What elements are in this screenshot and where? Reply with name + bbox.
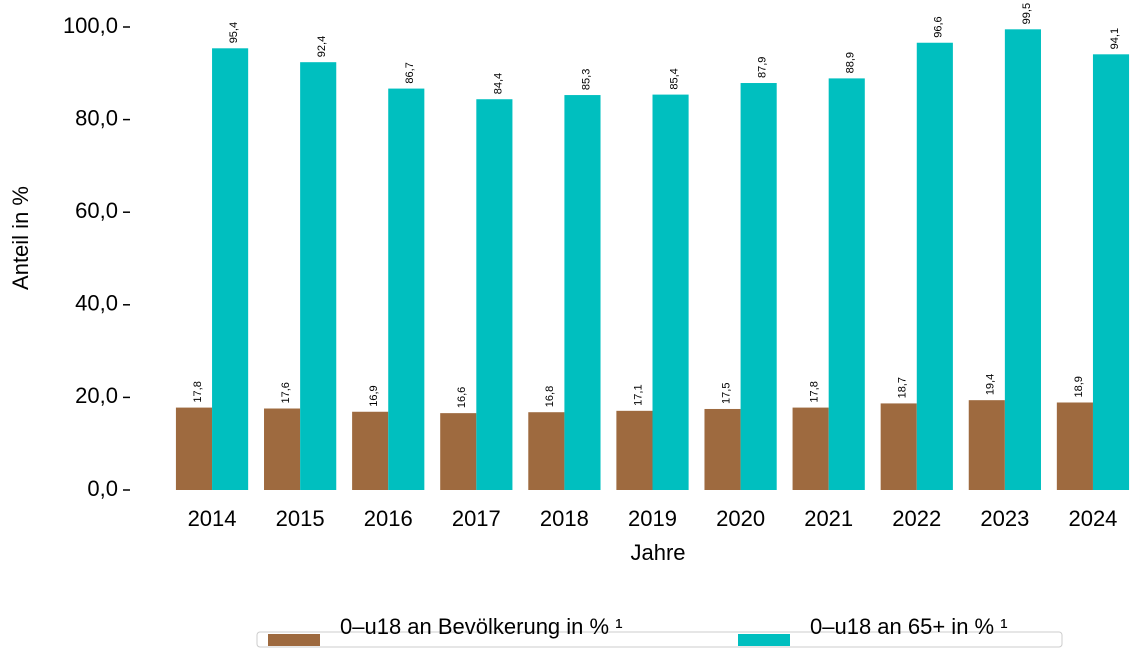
y-tick-label: 100,0: [63, 13, 118, 38]
value-label: 95,4: [228, 22, 240, 43]
value-label: 92,4: [316, 36, 328, 57]
x-tick-label: 2019: [628, 506, 677, 531]
value-label: 19,4: [985, 374, 997, 395]
value-label: 18,9: [1073, 376, 1085, 397]
value-label: 17,8: [192, 381, 204, 402]
x-tick-label: 2018: [540, 506, 589, 531]
x-tick-label: 2020: [716, 506, 765, 531]
bar: [968, 400, 1005, 490]
x-tick-label: 2014: [188, 506, 237, 531]
value-label: 17,6: [280, 382, 292, 403]
value-label: 16,8: [544, 386, 556, 407]
y-tick-label: 80,0: [75, 105, 118, 130]
legend-swatch: [268, 634, 320, 646]
value-label: 16,6: [456, 387, 468, 408]
legend-swatch: [738, 634, 790, 646]
value-label: 87,9: [757, 57, 769, 78]
value-label: 88,9: [845, 52, 857, 73]
x-tick-label: 2022: [892, 506, 941, 531]
y-tick-label: 40,0: [75, 291, 118, 316]
bar: [704, 408, 741, 490]
x-axis-label: Jahre: [630, 540, 685, 565]
x-tick-label: 2021: [804, 506, 853, 531]
bar: [1004, 29, 1041, 490]
bar: [476, 99, 513, 490]
bar: [740, 83, 777, 490]
x-tick-label: 2023: [980, 506, 1029, 531]
value-label: 96,6: [933, 16, 945, 37]
legend-label: 0–u18 an Bevölkerung in % ¹: [340, 614, 623, 639]
value-label: 94,1: [1109, 28, 1121, 49]
bar: [652, 94, 689, 491]
value-label: 18,7: [897, 377, 909, 398]
value-label: 17,5: [720, 383, 732, 404]
y-axis-label: Anteil in %: [8, 186, 33, 290]
legend-label: 0–u18 an 65+ in % ¹: [810, 614, 1008, 639]
y-tick-label: 20,0: [75, 383, 118, 408]
value-label: 84,4: [492, 73, 504, 94]
x-tick-label: 2015: [276, 506, 325, 531]
bar: [1092, 54, 1130, 490]
bar: [388, 88, 425, 490]
y-tick-label: 0,0: [87, 476, 118, 501]
bar: [792, 407, 829, 490]
bar: [616, 410, 653, 490]
value-label: 16,9: [368, 385, 380, 406]
bar: [352, 411, 389, 490]
bar: [1056, 402, 1093, 490]
x-tick-label: 2024: [1068, 506, 1117, 531]
value-label: 85,4: [668, 68, 680, 89]
y-tick-label: 60,0: [75, 198, 118, 223]
bar: [528, 412, 565, 490]
bar: [264, 408, 301, 490]
value-label: 85,3: [580, 69, 592, 90]
bar: [564, 95, 601, 490]
bar: [175, 407, 213, 490]
bar: [916, 42, 953, 490]
bar: [440, 413, 477, 490]
bar: [212, 48, 249, 490]
legend-box: [256, 631, 1063, 648]
x-tick-label: 2017: [452, 506, 501, 531]
value-label: 17,8: [809, 381, 821, 402]
x-tick-label: 2016: [364, 506, 413, 531]
value-label: 99,5: [1021, 3, 1033, 24]
bar: [828, 78, 865, 490]
bar: [880, 403, 917, 490]
value-label: 86,7: [404, 62, 416, 83]
value-label: 17,1: [632, 384, 644, 405]
bar: [300, 62, 337, 491]
